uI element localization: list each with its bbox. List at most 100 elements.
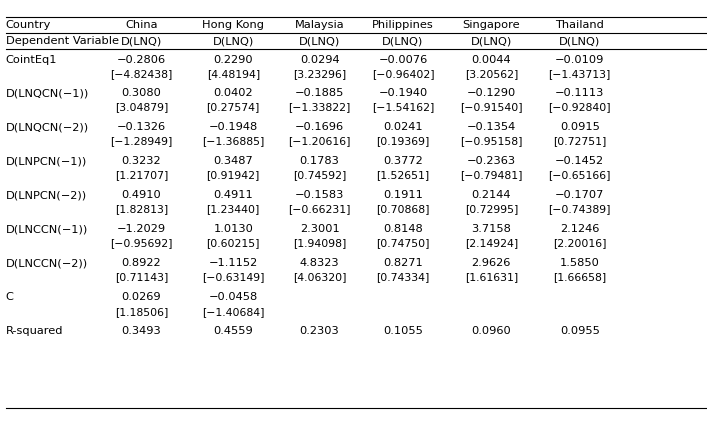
Text: China: China bbox=[125, 20, 158, 30]
Text: [1.23440]: [1.23440] bbox=[206, 204, 260, 214]
Text: 0.3232: 0.3232 bbox=[122, 156, 161, 166]
Text: [1.82813]: [1.82813] bbox=[115, 204, 168, 214]
Text: 2.1246: 2.1246 bbox=[560, 224, 600, 234]
Text: [−1.28949]: [−1.28949] bbox=[110, 136, 173, 146]
Text: −1.2029: −1.2029 bbox=[117, 224, 166, 234]
Text: 1.0130: 1.0130 bbox=[214, 224, 253, 234]
Text: [−0.66231]: [−0.66231] bbox=[288, 204, 351, 214]
Text: −0.1696: −0.1696 bbox=[295, 122, 344, 132]
Text: 0.3493: 0.3493 bbox=[122, 326, 161, 336]
Text: Philippines: Philippines bbox=[372, 20, 434, 30]
Text: [0.91942]: [0.91942] bbox=[206, 170, 260, 180]
Text: [−0.92840]: [−0.92840] bbox=[549, 102, 611, 112]
Text: −0.1354: −0.1354 bbox=[467, 122, 516, 132]
Text: 0.2290: 0.2290 bbox=[214, 55, 253, 65]
Text: 0.4559: 0.4559 bbox=[214, 326, 253, 336]
Text: [−0.91540]: [−0.91540] bbox=[460, 102, 522, 112]
Text: −0.0076: −0.0076 bbox=[378, 55, 428, 65]
Text: −0.0458: −0.0458 bbox=[209, 292, 258, 302]
Text: Hong Kong: Hong Kong bbox=[202, 20, 264, 30]
Text: 0.3772: 0.3772 bbox=[383, 156, 423, 166]
Text: 3.7158: 3.7158 bbox=[472, 224, 511, 234]
Text: [0.74750]: [0.74750] bbox=[376, 238, 430, 248]
Text: −0.1113: −0.1113 bbox=[555, 88, 604, 98]
Text: [3.04879]: [3.04879] bbox=[115, 102, 168, 112]
Text: 0.3080: 0.3080 bbox=[122, 88, 161, 98]
Text: −1.1152: −1.1152 bbox=[209, 258, 258, 268]
Text: [−1.33822]: [−1.33822] bbox=[288, 102, 351, 112]
Text: −0.2806: −0.2806 bbox=[117, 55, 166, 65]
Text: D(LNQ): D(LNQ) bbox=[559, 36, 600, 46]
Text: [0.74334]: [0.74334] bbox=[376, 272, 430, 282]
Text: [2.20016]: [2.20016] bbox=[553, 238, 607, 248]
Text: [−1.40684]: [−1.40684] bbox=[202, 307, 264, 317]
Text: [−0.63149]: [−0.63149] bbox=[202, 272, 264, 282]
Text: [0.70868]: [0.70868] bbox=[376, 204, 430, 214]
Text: CointEq1: CointEq1 bbox=[6, 55, 57, 65]
Text: 0.0402: 0.0402 bbox=[214, 88, 253, 98]
Text: D(LNPCN(−2)): D(LNPCN(−2)) bbox=[6, 190, 87, 200]
Text: C: C bbox=[6, 292, 13, 302]
Text: [−1.20616]: [−1.20616] bbox=[288, 136, 351, 146]
Text: [1.66658]: [1.66658] bbox=[553, 272, 607, 282]
Text: [−0.79481]: [−0.79481] bbox=[460, 170, 522, 180]
Text: Malaysia: Malaysia bbox=[295, 20, 344, 30]
Text: [0.74592]: [0.74592] bbox=[293, 170, 346, 180]
Text: D(LNQ): D(LNQ) bbox=[382, 36, 423, 46]
Text: 0.0915: 0.0915 bbox=[560, 122, 600, 132]
Text: 0.8271: 0.8271 bbox=[383, 258, 423, 268]
Text: 0.0960: 0.0960 bbox=[472, 326, 511, 336]
Text: [−0.65166]: [−0.65166] bbox=[549, 170, 611, 180]
Text: −0.1885: −0.1885 bbox=[295, 88, 344, 98]
Text: −0.1948: −0.1948 bbox=[209, 122, 258, 132]
Text: −0.2363: −0.2363 bbox=[467, 156, 516, 166]
Text: D(LNCCN(−1)): D(LNCCN(−1)) bbox=[6, 224, 88, 234]
Text: 0.0241: 0.0241 bbox=[383, 122, 423, 132]
Text: Thailand: Thailand bbox=[555, 20, 604, 30]
Text: 0.0955: 0.0955 bbox=[560, 326, 600, 336]
Text: −0.1452: −0.1452 bbox=[555, 156, 604, 166]
Text: Dependent Variable: Dependent Variable bbox=[6, 36, 119, 46]
Text: [4.48194]: [4.48194] bbox=[206, 69, 260, 79]
Text: [4.06320]: [4.06320] bbox=[293, 272, 346, 282]
Text: [0.27574]: [0.27574] bbox=[206, 102, 260, 112]
Text: D(LNQCN(−2)): D(LNQCN(−2)) bbox=[6, 122, 89, 132]
Text: [3.23296]: [3.23296] bbox=[293, 69, 346, 79]
Text: −0.0109: −0.0109 bbox=[555, 55, 604, 65]
Text: 0.4911: 0.4911 bbox=[214, 190, 253, 200]
Text: [2.14924]: [2.14924] bbox=[464, 238, 518, 248]
Text: D(LNQ): D(LNQ) bbox=[471, 36, 512, 46]
Text: D(LNPCN(−1)): D(LNPCN(−1)) bbox=[6, 156, 87, 166]
Text: [1.94098]: [1.94098] bbox=[293, 238, 346, 248]
Text: 2.3001: 2.3001 bbox=[300, 224, 339, 234]
Text: D(LNCCN(−2)): D(LNCCN(−2)) bbox=[6, 258, 88, 268]
Text: −0.1940: −0.1940 bbox=[378, 88, 428, 98]
Text: [1.18506]: [1.18506] bbox=[115, 307, 168, 317]
Text: 4.8323: 4.8323 bbox=[300, 258, 339, 268]
Text: 0.1783: 0.1783 bbox=[300, 156, 339, 166]
Text: −0.1707: −0.1707 bbox=[555, 190, 604, 200]
Text: [−0.96402]: [−0.96402] bbox=[372, 69, 434, 79]
Text: 0.1055: 0.1055 bbox=[383, 326, 423, 336]
Text: 0.4910: 0.4910 bbox=[122, 190, 161, 200]
Text: [3.20562]: [3.20562] bbox=[464, 69, 518, 79]
Text: Singapore: Singapore bbox=[462, 20, 520, 30]
Text: [1.52651]: [1.52651] bbox=[376, 170, 430, 180]
Text: 0.0294: 0.0294 bbox=[300, 55, 339, 65]
Text: −0.1583: −0.1583 bbox=[295, 190, 344, 200]
Text: [1.61631]: [1.61631] bbox=[464, 272, 518, 282]
Text: [−0.74389]: [−0.74389] bbox=[549, 204, 611, 214]
Text: 0.8148: 0.8148 bbox=[383, 224, 423, 234]
Text: 0.1911: 0.1911 bbox=[383, 190, 423, 200]
Text: 2.9626: 2.9626 bbox=[472, 258, 511, 268]
Text: [−1.36885]: [−1.36885] bbox=[202, 136, 264, 146]
Text: [−4.82438]: [−4.82438] bbox=[110, 69, 173, 79]
Text: [−1.54162]: [−1.54162] bbox=[372, 102, 434, 112]
Text: D(LNQ): D(LNQ) bbox=[121, 36, 162, 46]
Text: 0.2303: 0.2303 bbox=[300, 326, 339, 336]
Text: −0.1290: −0.1290 bbox=[467, 88, 516, 98]
Text: −0.1326: −0.1326 bbox=[117, 122, 166, 132]
Text: Country: Country bbox=[6, 20, 51, 30]
Text: [0.71143]: [0.71143] bbox=[115, 272, 168, 282]
Text: [−1.43713]: [−1.43713] bbox=[549, 69, 611, 79]
